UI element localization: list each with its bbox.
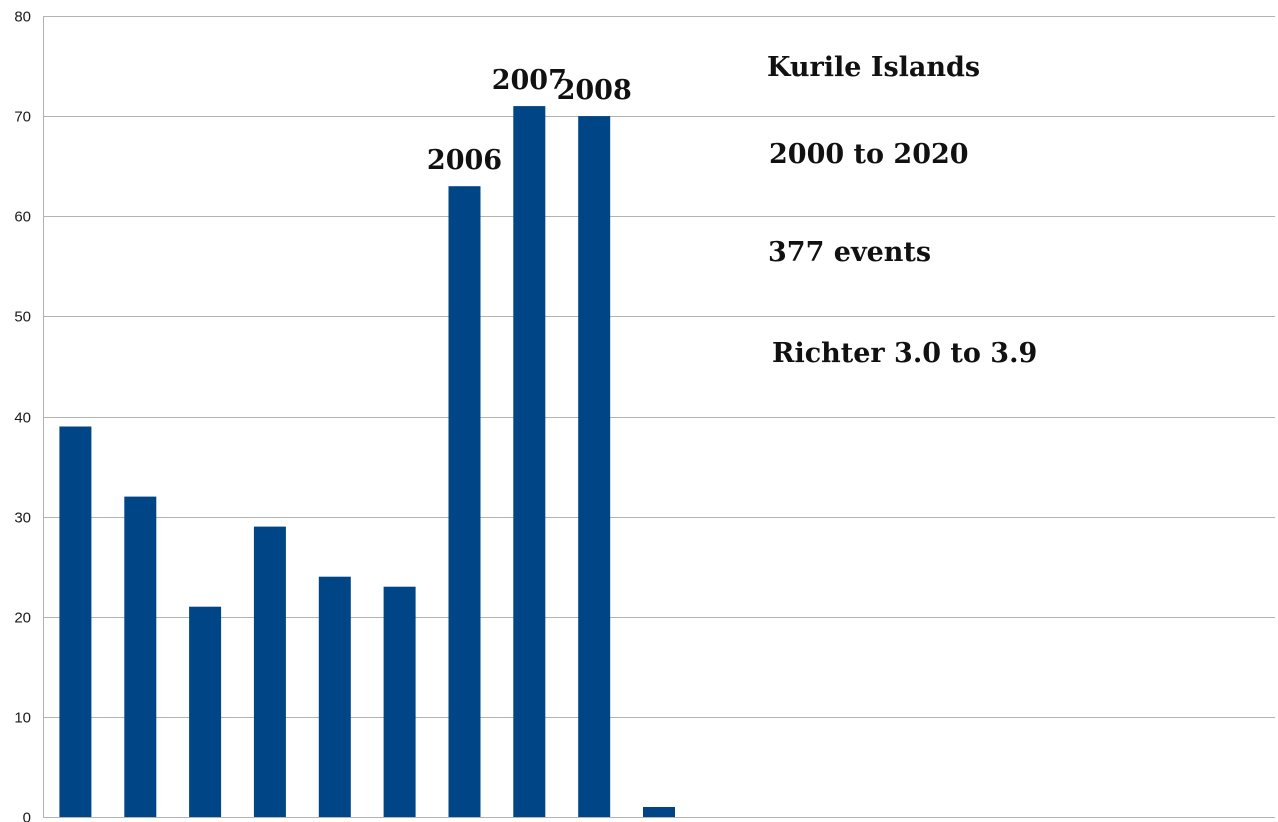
annotation-magnitude-range: Richter 3.0 to 3.9 <box>772 338 1038 369</box>
bar-7 <box>448 186 481 817</box>
y-tick-label: 30 <box>14 510 31 527</box>
annotation-event-count: 377 events <box>768 237 932 268</box>
bar-3 <box>189 606 222 817</box>
bar-label-2007: 2007 <box>492 65 567 96</box>
bar-6 <box>383 586 416 817</box>
y-tick-label: 10 <box>14 710 31 727</box>
y-tick-label: 0 <box>23 810 31 822</box>
bars <box>59 106 675 818</box>
y-tick-label: 70 <box>14 109 31 126</box>
annotation-location: Kurile Islands <box>767 52 981 83</box>
bar-label-2008: 2008 <box>557 75 632 106</box>
bar-5 <box>318 576 351 817</box>
bar-10 <box>643 807 675 817</box>
y-tick-label: 60 <box>14 209 31 226</box>
y-tick-label: 20 <box>14 610 31 627</box>
y-tick-label: 40 <box>14 410 31 427</box>
y-tick-label: 80 <box>14 9 31 26</box>
gridlines <box>43 16 1275 818</box>
bar-1 <box>59 426 92 817</box>
bar-9 <box>578 116 611 818</box>
bar-4 <box>253 526 286 817</box>
y-axis-tick-labels: 0 10 20 30 40 50 60 70 80 <box>14 9 31 822</box>
bar-2 <box>124 496 157 817</box>
bar-8 <box>513 106 546 818</box>
bar-label-2006: 2006 <box>427 145 502 176</box>
annotation-period: 2000 to 2020 <box>769 139 969 170</box>
y-tick-label: 50 <box>14 309 31 326</box>
